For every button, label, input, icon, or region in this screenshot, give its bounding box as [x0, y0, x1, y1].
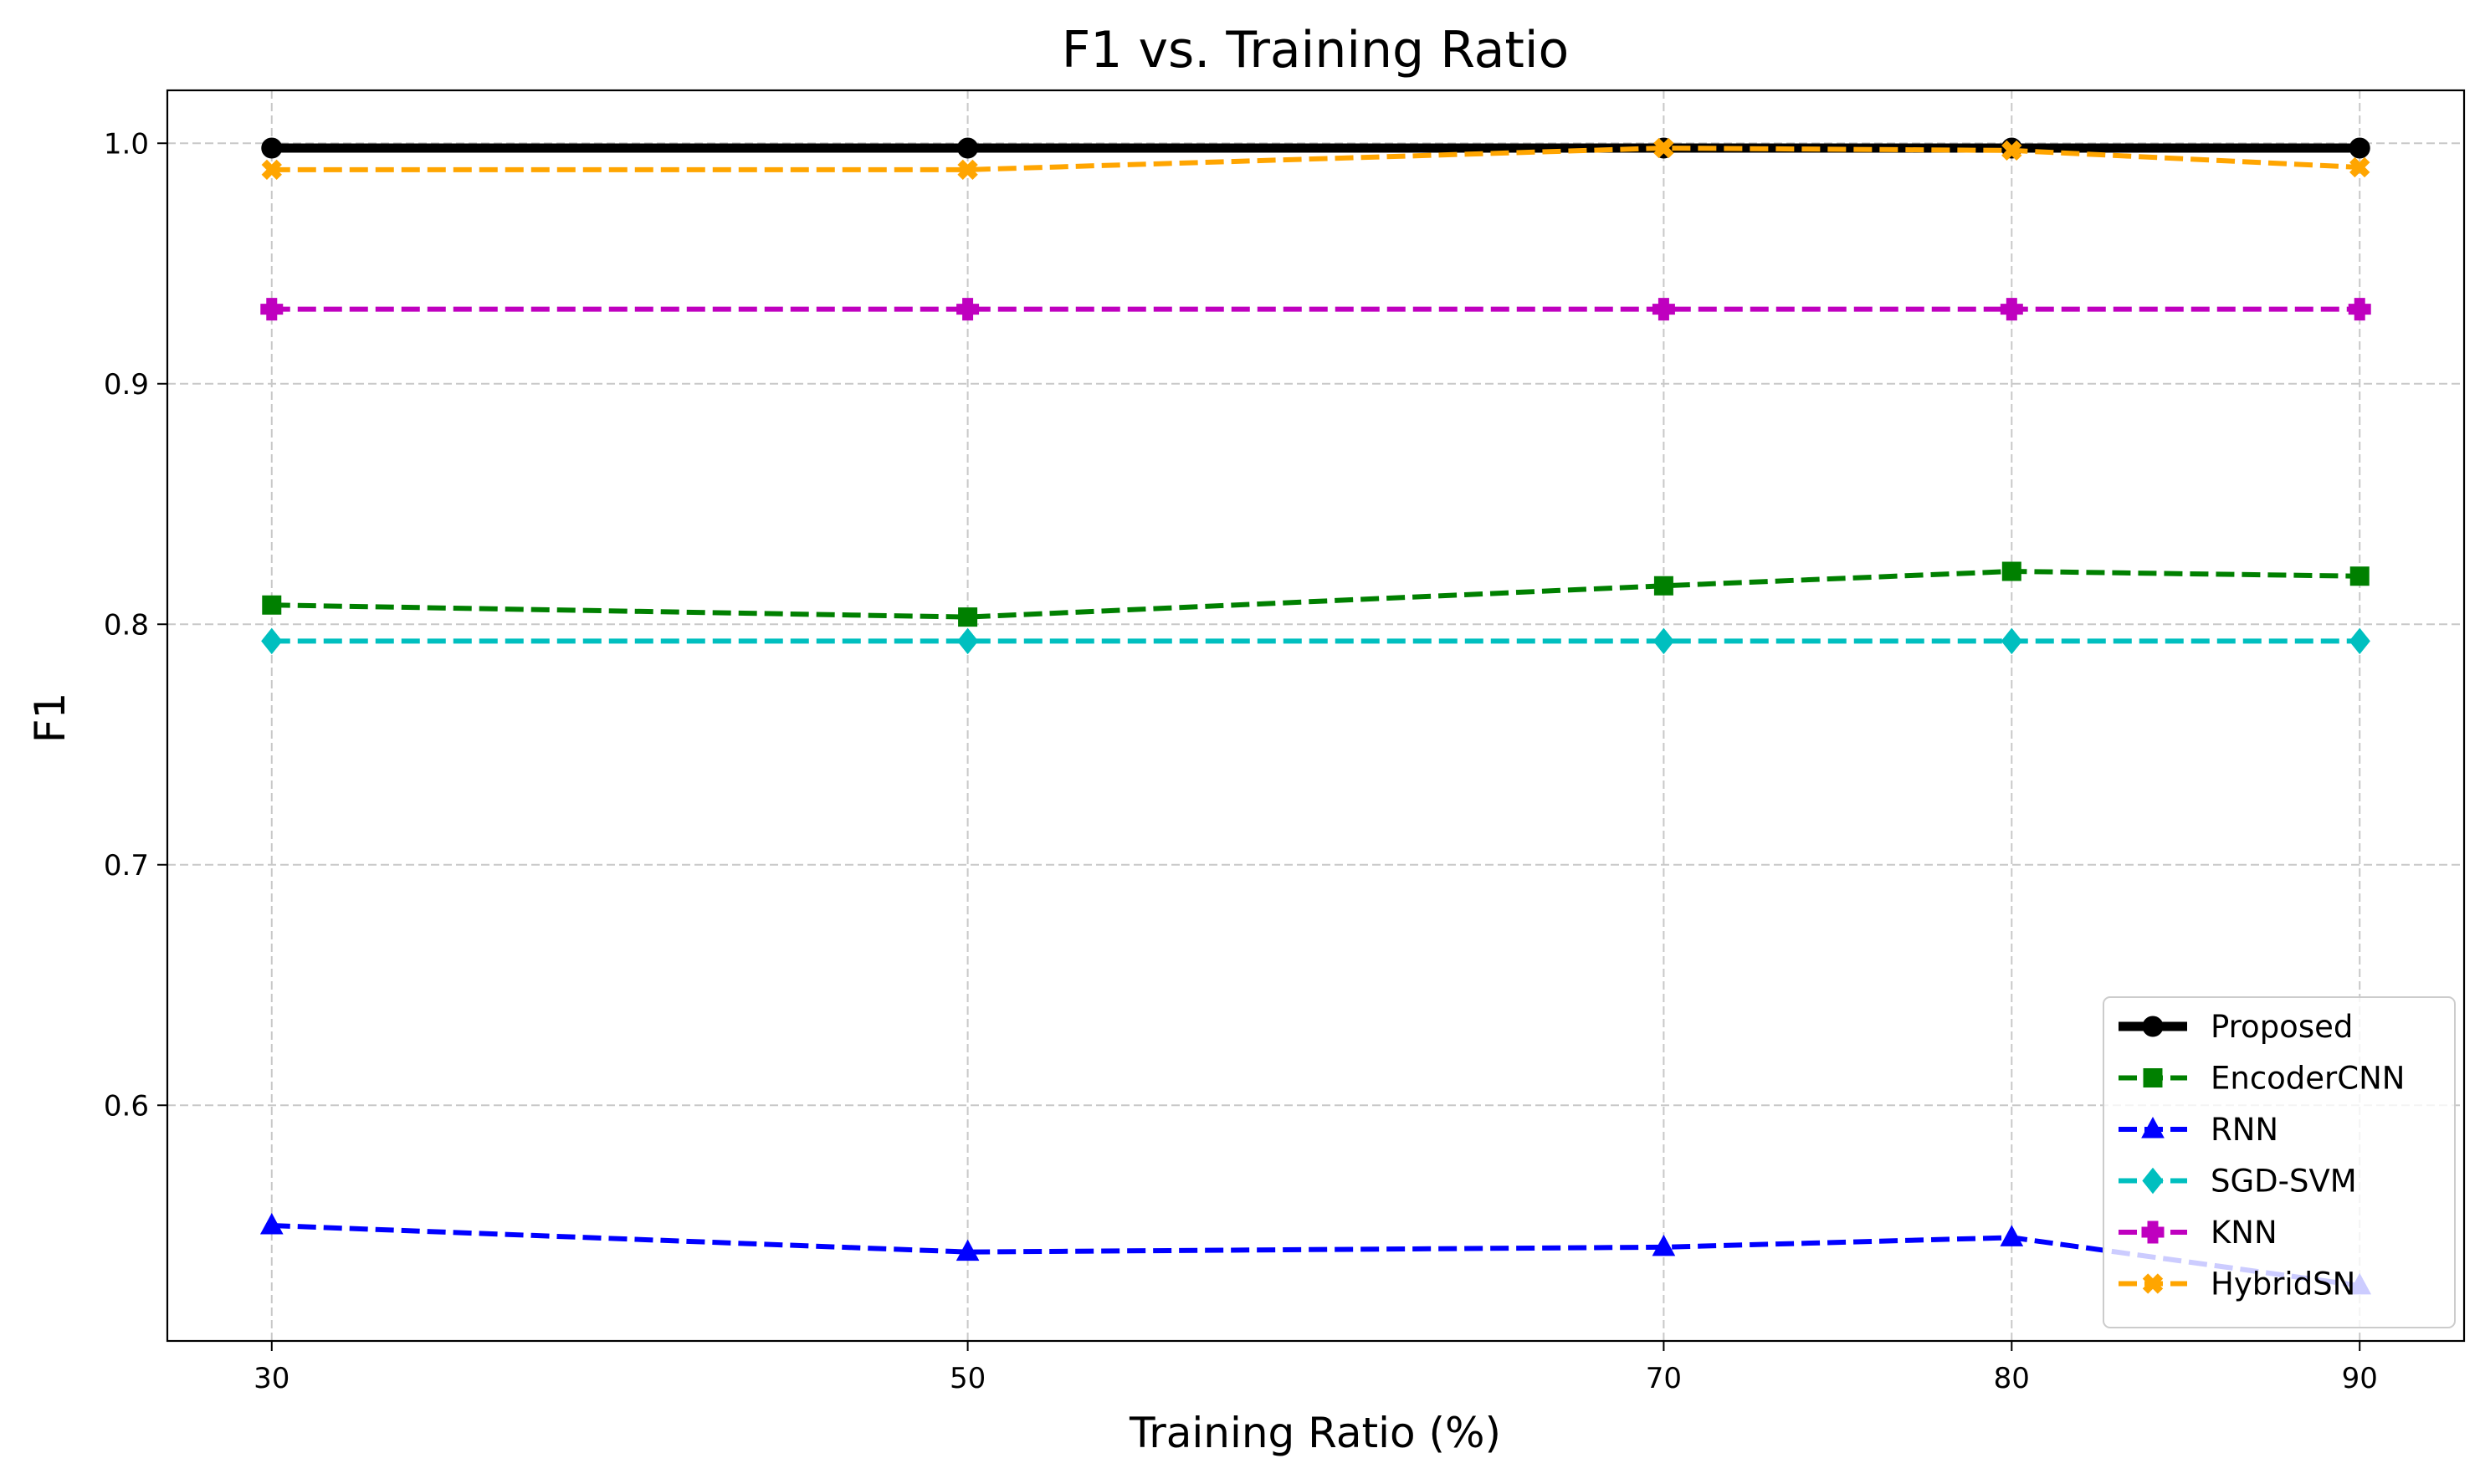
- legend-item: SGD-SVM: [2119, 1164, 2357, 1200]
- x-marker-stroke: [2001, 140, 2022, 161]
- data-point: [2001, 561, 2021, 581]
- data-point: [2348, 298, 2371, 321]
- data-point: [1653, 576, 1673, 596]
- x-marker-stroke: [2349, 156, 2370, 178]
- data-point: [1652, 627, 1675, 655]
- legend: Proposed EncoderCNN RNN SGD-SVM KNN HybridSN: [2103, 996, 2456, 1328]
- legend-item: HybridSN: [2119, 1267, 2355, 1302]
- data-point: [261, 137, 283, 159]
- y-tick-label: 0.8: [104, 608, 149, 642]
- data-point: [957, 159, 978, 181]
- legend-box: [2103, 996, 2456, 1328]
- x-tick-label: 80: [1994, 1362, 2030, 1395]
- legend-label: SGD-SVM: [2211, 1164, 2357, 1200]
- series-sgd-svm: [261, 627, 2370, 655]
- legend-item: KNN: [2119, 1215, 2277, 1251]
- data-point: [958, 607, 978, 627]
- y-tick-label: 0.7: [104, 849, 149, 883]
- y-tick-label: 0.9: [104, 368, 149, 402]
- y-tick-label: 1.0: [104, 127, 149, 161]
- data-point: [956, 1239, 980, 1261]
- data-point: [1653, 137, 1674, 159]
- data-point: [957, 137, 979, 159]
- plot-frame: [166, 89, 2466, 1343]
- data-point: [2142, 1167, 2164, 1195]
- data-point: [2001, 627, 2022, 655]
- data-point: [956, 627, 979, 655]
- legend-label: KNN: [2211, 1215, 2277, 1251]
- x-tick-label: 30: [254, 1362, 289, 1395]
- legend-label: EncoderCNN: [2211, 1061, 2405, 1097]
- data-point: [260, 298, 284, 321]
- legend-label: Proposed: [2211, 1009, 2353, 1045]
- data-point: [2000, 1225, 2024, 1246]
- legend-item: EncoderCNN: [2119, 1061, 2405, 1097]
- series-hybridsn: [261, 137, 2370, 181]
- data-point: [1652, 1234, 1676, 1256]
- axis-ticks: 30 50 70 80 90 0.6 0.7 0.8 0.9 1.0: [104, 127, 2378, 1395]
- legend-label: HybridSN: [2211, 1267, 2355, 1302]
- x-marker-stroke: [957, 159, 978, 181]
- series-encodercnn: [262, 561, 2370, 627]
- legend-item: RNN: [2119, 1112, 2278, 1148]
- data-point: [2349, 137, 2370, 159]
- y-axis-label: F1: [26, 693, 74, 744]
- data-point: [259, 1212, 284, 1235]
- series-line: [271, 569, 2360, 620]
- x-marker-stroke: [261, 159, 282, 181]
- legend-label: RNN: [2211, 1112, 2278, 1148]
- x-marker-stroke: [1653, 137, 1674, 159]
- series-line: [271, 1223, 2360, 1288]
- x-tick-label: 50: [950, 1362, 986, 1395]
- x-tick-label: 90: [2342, 1362, 2378, 1395]
- chart-title: F1 vs. Training Ratio: [1062, 21, 1570, 79]
- y-tick-label: 0.6: [104, 1089, 149, 1123]
- data-point: [2349, 156, 2370, 178]
- legend-item: Proposed: [2119, 1009, 2353, 1045]
- data-point: [2141, 1116, 2165, 1139]
- data-point: [2142, 1016, 2164, 1037]
- data-point: [1652, 298, 1675, 321]
- data-point: [2349, 566, 2370, 586]
- data-point: [956, 298, 980, 321]
- data-point: [261, 159, 282, 181]
- data-point: [2142, 1273, 2164, 1294]
- data-point: [2349, 627, 2370, 655]
- series-proposed: [261, 137, 2370, 159]
- x-marker-stroke: [2142, 1273, 2164, 1294]
- data-point: [261, 627, 283, 655]
- series-knn: [260, 298, 2371, 321]
- data-point: [2001, 140, 2022, 161]
- series-rnn: [259, 1212, 2372, 1295]
- data-point: [2143, 1068, 2163, 1087]
- x-axis-label: Training Ratio (%): [1129, 1409, 1501, 1457]
- data-point: [2141, 1220, 2165, 1244]
- data-point: [2000, 298, 2023, 321]
- data-point: [262, 595, 282, 615]
- series-lines: [259, 137, 2372, 1295]
- x-tick-label: 70: [1646, 1362, 1682, 1395]
